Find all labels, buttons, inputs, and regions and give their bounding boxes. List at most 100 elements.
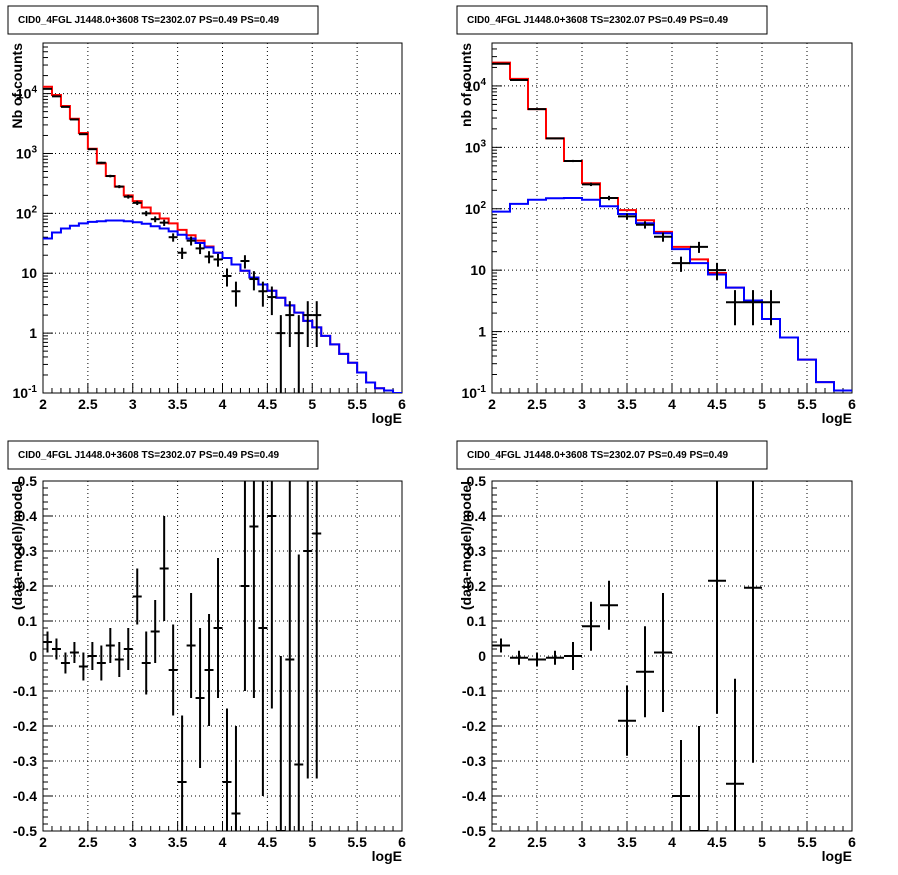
data-point: [51, 95, 61, 98]
data-point: [204, 251, 214, 264]
y-tick-label: 10-1: [13, 384, 38, 401]
x-tick-label: 3.5: [617, 396, 637, 412]
data-point: [546, 650, 564, 665]
y-tick-label: 103: [16, 144, 38, 161]
data-point: [708, 262, 726, 281]
histogram-series-2: [492, 196, 852, 392]
x-tick-label: 4.5: [707, 834, 727, 850]
data-point: [690, 241, 708, 253]
x-tick-label: 4.5: [258, 834, 278, 850]
grid: [492, 481, 852, 831]
data-point: [582, 182, 600, 187]
x-tick-label: 5.5: [797, 834, 817, 850]
data-point: [105, 174, 115, 178]
x-tick-label: 3: [129, 396, 137, 412]
data-point: [249, 271, 259, 291]
data-layer: [492, 61, 852, 392]
y-tick-label: 0: [478, 648, 486, 664]
data-point: [43, 631, 52, 653]
data-point: [141, 631, 151, 695]
chart-panel-4: CID0_4FGL J1448.0+3608 TS=2302.07 PS=0.4…: [456, 440, 856, 864]
data-point: [141, 210, 151, 217]
data-point: [123, 194, 133, 199]
data-point: [312, 301, 322, 348]
y-tick-label: 0.3: [467, 543, 487, 559]
data-point: [636, 221, 654, 229]
data-point: [231, 726, 241, 831]
data-point: [213, 558, 223, 698]
data-point: [276, 315, 286, 393]
y-tick-label: 0.5: [18, 473, 38, 489]
x-axis-label: logE: [372, 410, 402, 426]
data-point: [231, 281, 241, 307]
data-point: [168, 233, 178, 242]
y-tick-label: -0.3: [462, 753, 486, 769]
y-tick-label: 10: [470, 262, 486, 278]
y-tick-label: 0: [29, 648, 37, 664]
data-point: [168, 624, 178, 716]
y-tick-label: 102: [465, 200, 487, 217]
data-point: [114, 642, 124, 677]
x-axis-label: logE: [372, 848, 402, 864]
data-point: [672, 256, 690, 272]
y-tick-label: -0.2: [462, 718, 486, 734]
y-tick-label: 103: [465, 138, 487, 155]
x-tick-label: 4.5: [258, 396, 278, 412]
data-point: [123, 628, 133, 670]
x-tick-label: 5: [758, 396, 766, 412]
data-point: [564, 642, 582, 670]
x-tick-label: 2.5: [527, 396, 547, 412]
data-point: [303, 481, 313, 779]
data-point: [267, 286, 277, 316]
data-point: [51, 638, 61, 660]
data-point: [159, 219, 169, 226]
y-tick-label: -0.5: [462, 823, 486, 839]
y-tick-label: 0.4: [18, 508, 38, 524]
chart-panel-3: CID0_4FGL J1448.0+3608 TS=2302.07 PS=0.4…: [7, 440, 406, 864]
data-point: [195, 628, 205, 768]
chart-title-box: [7, 5, 319, 35]
chart-title: CID0_4FGL J1448.0+3608 TS=2302.07 PS=0.4…: [467, 15, 729, 26]
x-tick-label: 2.5: [78, 396, 98, 412]
x-tick-label: 5.5: [347, 834, 367, 850]
axis-ticks: [491, 42, 853, 394]
data-point: [69, 118, 79, 121]
x-tick-label: 4: [668, 396, 676, 412]
chart-title: CID0_4FGL J1448.0+3608 TS=2302.07 PS=0.4…: [18, 450, 280, 461]
x-tick-label: 5.5: [797, 396, 817, 412]
y-tick-label: 10: [21, 265, 37, 281]
y-tick-label: 0.2: [18, 578, 38, 594]
x-tick-label: 6: [848, 834, 856, 850]
y-tick-label: 0.4: [467, 508, 487, 524]
data-point: [96, 645, 106, 681]
x-tick-label: 6: [848, 396, 856, 412]
data-point: [708, 481, 726, 714]
y-tick-label: 0.1: [467, 613, 487, 629]
data-point: [312, 481, 322, 779]
y-tick-label: 104: [465, 77, 487, 94]
chart-title: CID0_4FGL J1448.0+3608 TS=2302.07 PS=0.4…: [467, 450, 729, 461]
y-tick-label: 0.2: [467, 578, 487, 594]
data-point: [195, 243, 205, 255]
data-point: [150, 600, 160, 663]
y-tick-label: 0.5: [467, 473, 487, 489]
data-point: [726, 290, 744, 326]
data-point: [78, 133, 88, 136]
x-tick-label: 4.5: [707, 396, 727, 412]
data-point: [177, 715, 187, 831]
x-axis-label: logE: [822, 410, 852, 426]
grid: [492, 43, 852, 393]
data-point: [105, 628, 115, 663]
y-tick-label: -0.4: [13, 788, 37, 804]
y-tick-label: 0.3: [18, 543, 38, 559]
data-point: [303, 301, 313, 348]
x-tick-label: 5: [308, 396, 316, 412]
y-axis-label: nb of counts: [458, 43, 474, 127]
data-point: [294, 315, 304, 393]
y-axis-label: (data-model)/model: [458, 481, 474, 610]
data-point: [528, 652, 546, 667]
y-tick-label: -0.2: [13, 718, 37, 734]
data-point: [258, 481, 268, 796]
data-point: [213, 253, 223, 267]
data-point: [510, 650, 528, 665]
